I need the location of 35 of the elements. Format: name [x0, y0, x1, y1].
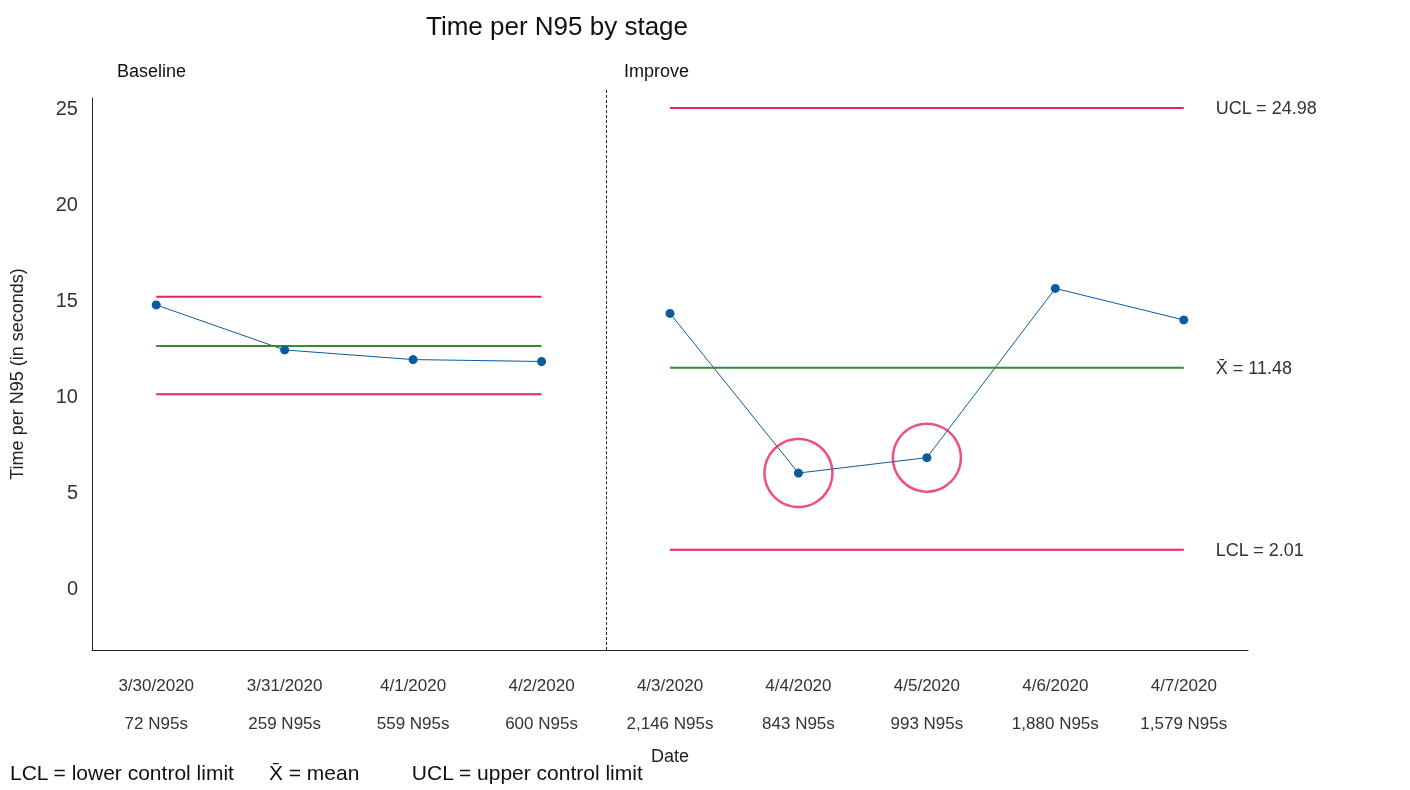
x-tick-label: 4/7/2020 1,579 N95s: [1140, 675, 1228, 733]
text: LCL = lower control limit X̄ = mean UCL = upper control limit: [10, 761, 643, 784]
x-tick-label: 4/5/2020 993 N95s: [890, 675, 964, 733]
y-tick-label: 10: [55, 385, 78, 408]
point: [763, 437, 834, 509]
y-tick-label: 20: [55, 192, 78, 215]
text: Improve: [624, 61, 690, 81]
x-tick-label: 3/30/2020 72 N95s: [118, 675, 195, 733]
point: [1050, 283, 1060, 293]
chart-title: Time per N95 by stage: [425, 11, 689, 41]
x-tick-label: 4/6/2020 1,880 N95s: [1011, 675, 1099, 733]
point: [151, 300, 161, 310]
point: [408, 355, 418, 365]
y-axis-title: Time per N95 (in seconds): [7, 268, 27, 480]
x-tick-label: 4/1/2020 559 N95s: [376, 675, 450, 733]
point: [537, 357, 547, 366]
point: [280, 345, 290, 355]
x-tick-label: 4/3/2020 2,146 N95s: [626, 675, 714, 733]
point: [665, 308, 675, 318]
point: [793, 468, 803, 478]
y-tick-label: 5: [66, 481, 78, 504]
series-label: X̄ = 11.48: [1215, 357, 1293, 378]
point: [922, 453, 932, 463]
y-tick-label: 15: [55, 288, 78, 311]
series-label: LCL = 2.01: [1215, 539, 1304, 560]
y-tick-label: 0: [66, 577, 78, 600]
y-tick-label: 25: [55, 96, 78, 119]
x-tick-label: 3/31/2020 259 N95s: [246, 675, 323, 733]
x-tick-label: 4/4/2020 843 N95s: [762, 675, 835, 733]
point: [1179, 315, 1189, 325]
text: Baseline: [117, 61, 187, 81]
series-label: UCL = 24.98: [1215, 98, 1317, 118]
point: [891, 422, 963, 493]
x-axis-title: Date: [650, 745, 690, 766]
x-tick-label: 4/2/2020 600 N95s: [505, 675, 578, 733]
